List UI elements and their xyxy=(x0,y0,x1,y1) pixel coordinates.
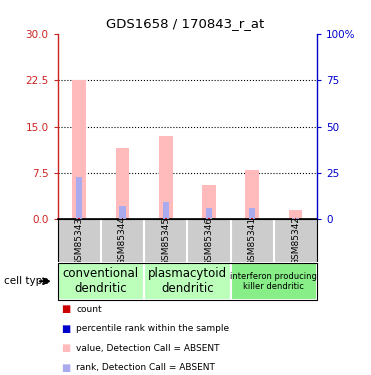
Text: GSM85342: GSM85342 xyxy=(291,216,300,266)
Text: GSM85343: GSM85343 xyxy=(75,216,83,266)
Bar xyxy=(58,262,144,300)
Text: plasmacytoid
dendritic: plasmacytoid dendritic xyxy=(148,267,227,295)
Text: GSM85346: GSM85346 xyxy=(204,216,213,266)
Bar xyxy=(119,206,125,219)
Bar xyxy=(292,217,299,219)
Text: conventional
dendritic: conventional dendritic xyxy=(63,267,139,295)
Bar xyxy=(208,218,210,219)
Bar xyxy=(249,208,255,219)
Text: GSM85341: GSM85341 xyxy=(248,216,257,266)
Text: count: count xyxy=(76,305,102,314)
Bar xyxy=(78,218,80,219)
Text: interferon producing
killer dendritic: interferon producing killer dendritic xyxy=(230,272,317,291)
Bar xyxy=(159,136,173,219)
Text: GDS1658 / 170843_r_at: GDS1658 / 170843_r_at xyxy=(106,17,265,30)
Bar xyxy=(144,262,231,300)
Bar xyxy=(122,218,123,219)
Text: percentile rank within the sample: percentile rank within the sample xyxy=(76,324,229,333)
Bar xyxy=(252,218,253,219)
Text: GSM85345: GSM85345 xyxy=(161,216,170,266)
Bar xyxy=(202,185,216,219)
Text: ■: ■ xyxy=(61,304,70,314)
Text: value, Detection Call = ABSENT: value, Detection Call = ABSENT xyxy=(76,344,220,353)
Text: rank, Detection Call = ABSENT: rank, Detection Call = ABSENT xyxy=(76,363,215,372)
Bar xyxy=(115,148,129,219)
Bar xyxy=(289,210,302,219)
Bar xyxy=(245,170,259,219)
Text: ■: ■ xyxy=(61,363,70,373)
Text: ■: ■ xyxy=(61,344,70,353)
Bar xyxy=(72,80,86,219)
Text: GSM85344: GSM85344 xyxy=(118,216,127,266)
Text: cell type: cell type xyxy=(4,276,48,286)
Text: ■: ■ xyxy=(61,324,70,334)
Bar xyxy=(76,177,82,219)
Bar xyxy=(206,208,212,219)
Bar xyxy=(231,262,317,300)
Bar xyxy=(165,218,167,219)
Bar xyxy=(295,218,296,219)
Bar xyxy=(162,202,169,219)
